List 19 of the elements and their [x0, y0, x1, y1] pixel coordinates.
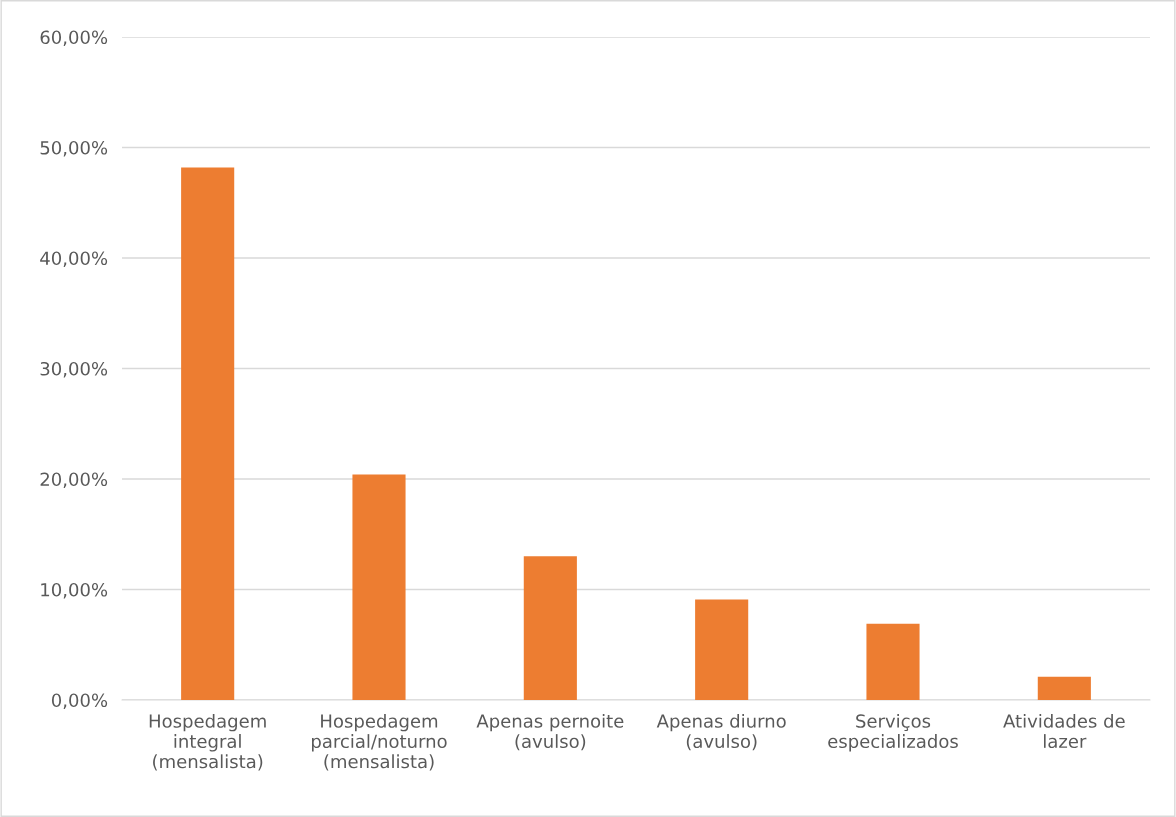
x-tick-label: Atividades de lazer [1003, 713, 1125, 749]
bar [523, 556, 577, 700]
y-tick-label: 30,00% [40, 361, 108, 378]
y-tick-label: 40,00% [40, 251, 108, 267]
bar [181, 167, 235, 700]
bar [352, 474, 406, 700]
y-tick-label: 60,00% [40, 30, 108, 46]
bar [695, 599, 749, 700]
x-tick-label: Apenas diurno (avulso) [656, 713, 786, 751]
x-tick-label: Hospedagem parcial/noturno (mensalista) [312, 713, 447, 771]
bar [866, 623, 920, 700]
y-tick-label: 20,00% [40, 472, 108, 488]
x-tick-label: Apenas pernoite (avulso) [476, 713, 624, 751]
y-tick-label: 0,00% [51, 693, 108, 709]
y-tick-label: 50,00% [40, 140, 108, 157]
x-tick-label: Hospedagem integral (mensalista) [149, 713, 266, 771]
y-tick-label: 10,00% [41, 582, 108, 599]
x-tick-label: Serviços especializados [828, 713, 958, 752]
bar [1037, 676, 1091, 700]
